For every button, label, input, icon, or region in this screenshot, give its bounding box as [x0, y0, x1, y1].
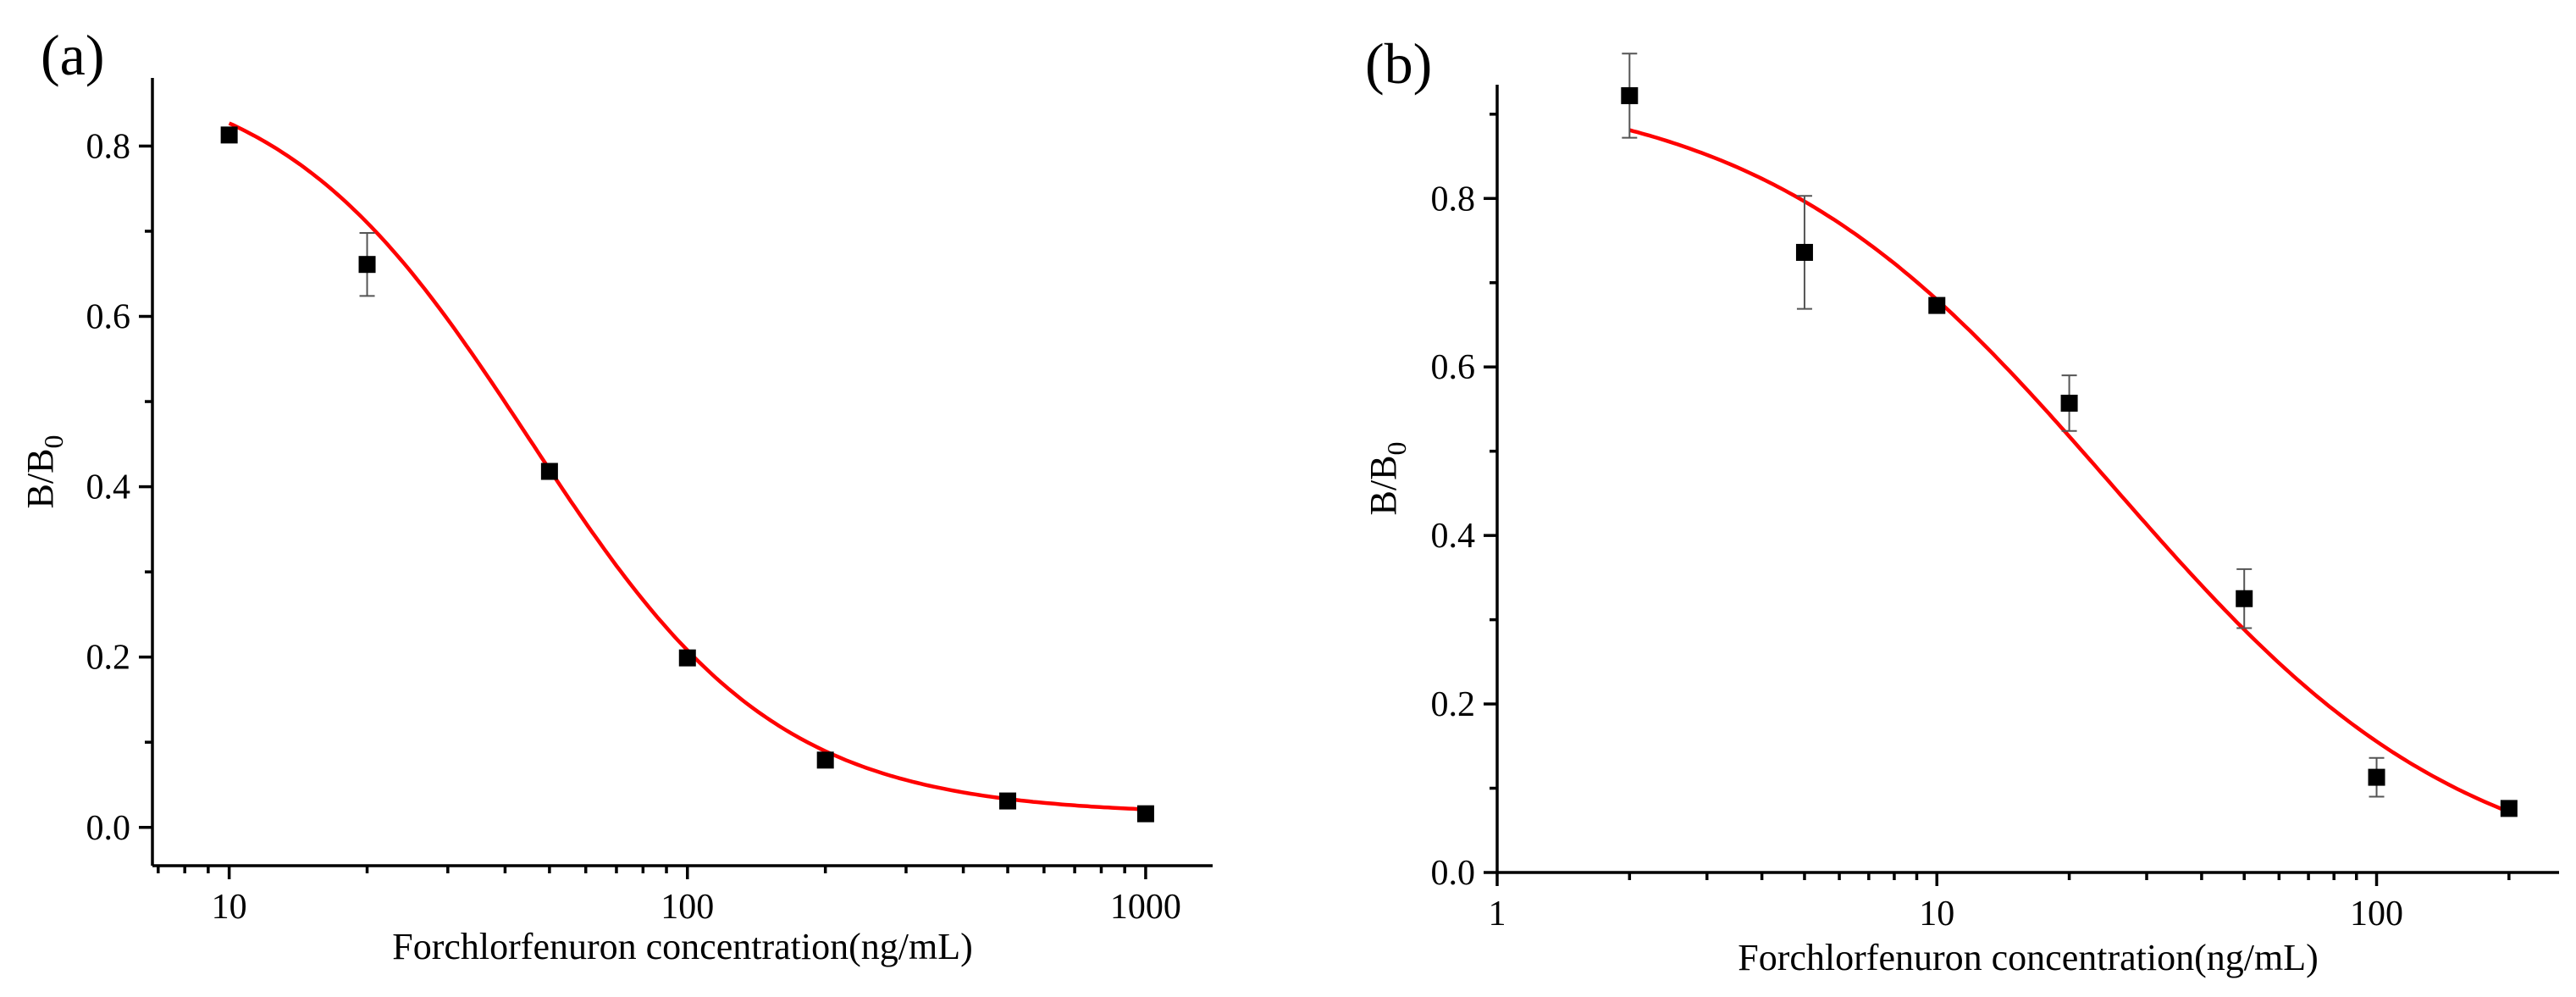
y-tick-label: 0.0	[86, 809, 131, 848]
data-point	[999, 792, 1017, 810]
fit-curve	[228, 121, 1146, 811]
y-tick-label: 0.8	[1431, 180, 1476, 219]
x-tick-label: 1	[1489, 895, 1506, 933]
y-tick-label: 0.6	[1431, 348, 1476, 387]
data-point	[2236, 590, 2253, 607]
x-tick-label: 10	[1919, 895, 1954, 933]
y-axis-title: B/B0	[19, 435, 69, 509]
data-point	[1136, 805, 1154, 823]
panel-label: (a)	[41, 23, 104, 87]
y-tick-label: 0.4	[1431, 517, 1476, 556]
panel-label: (b)	[1365, 31, 1432, 96]
x-tick-label: 100	[2350, 895, 2403, 933]
fit-curve	[1628, 128, 2510, 814]
data-point	[1928, 296, 1946, 314]
y-tick-label: 0.8	[86, 127, 131, 166]
chart-panel-b: (b) 0.0 0.2 0.4 0.6 0.8 1 10 100 Forchlorfenuron …	[1363, 31, 2559, 978]
chart-panel-a: (a) 0.0 0.2 0.4 0.6 0.8 10 100 1000 Forchlorfenur…	[19, 23, 1213, 967]
x-tick-label: 1000	[1110, 888, 1181, 927]
y-tick-label: 0.6	[86, 298, 131, 337]
data-point	[2500, 800, 2518, 817]
x-tick-label: 100	[661, 888, 714, 927]
y-axis-title-subscript: 0	[38, 435, 69, 449]
y-tick-label: 0.2	[86, 639, 131, 678]
y-axis-title-subscript: 0	[1381, 442, 1412, 456]
data-point	[1621, 86, 1639, 104]
y-axis-title: B/B0	[1363, 442, 1412, 516]
data-point	[816, 751, 834, 769]
data-point	[2368, 768, 2385, 786]
data-point	[540, 462, 558, 480]
data-point	[358, 256, 376, 274]
x-axis-title: Forchlorfenuron concentration(ng/mL)	[1738, 937, 2318, 978]
y-axis-title-main: B/B	[19, 449, 61, 509]
data-point	[220, 126, 238, 144]
x-axis-title: Forchlorfenuron concentration(ng/mL)	[392, 926, 972, 967]
x-tick-label: 10	[212, 888, 247, 927]
y-tick-label: 0.4	[86, 468, 131, 507]
y-tick-label: 0.0	[1431, 854, 1476, 893]
y-axis-title-main: B/B	[1363, 456, 1404, 516]
y-tick-label: 0.2	[1431, 685, 1476, 724]
data-point	[678, 649, 696, 667]
data-point	[2060, 394, 2078, 412]
data-point	[1795, 243, 1813, 261]
